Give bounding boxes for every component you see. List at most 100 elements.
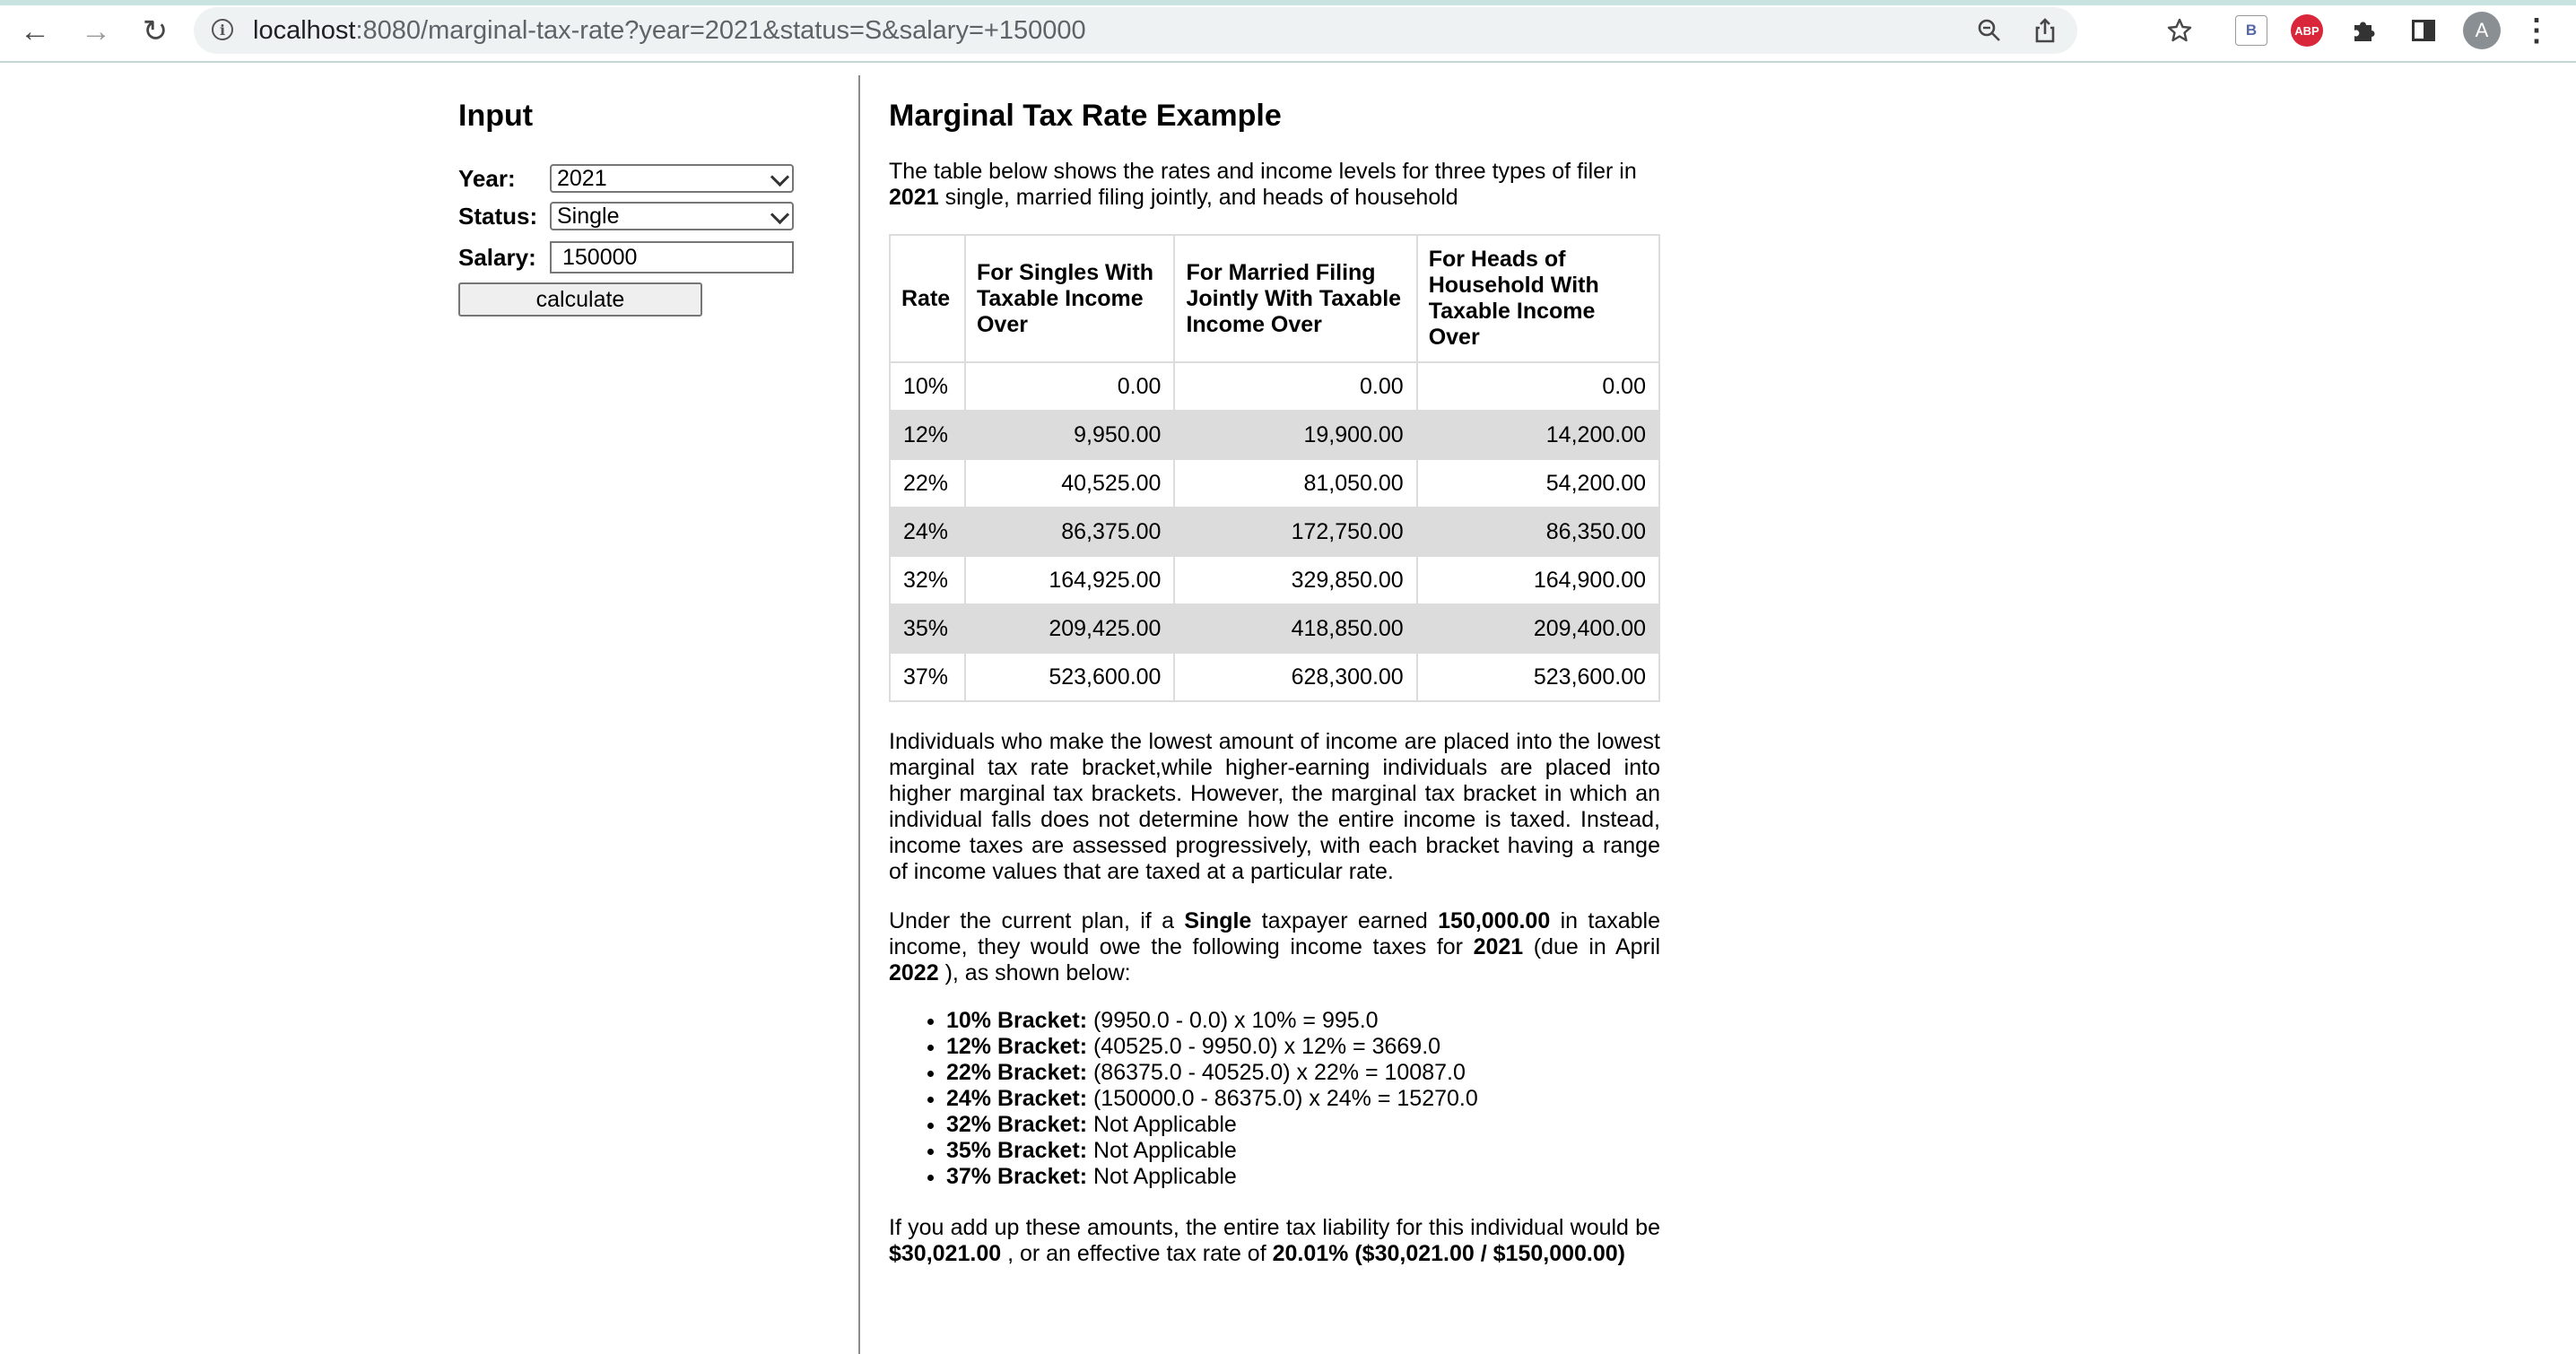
calculate-button[interactable]: calculate	[458, 282, 702, 317]
singles-cell: 164,925.00	[963, 555, 1176, 605]
example-text-1: Under the current plan, if a	[889, 908, 1185, 933]
singles-cell: 40,525.00	[963, 458, 1176, 508]
table-row: 35% 209,425.00 418,850.00 209,400.00	[889, 603, 1661, 654]
married-cell: 172,750.00	[1173, 507, 1418, 557]
example-year: 2021	[1473, 934, 1524, 959]
address-bar[interactable]: i localhost:8080/marginal-tax-rate?year=…	[194, 7, 2077, 54]
status-select-value: Single	[557, 204, 620, 229]
example-due-year: 2022	[889, 960, 939, 985]
header-heads: For Heads of Household With Taxable Inco…	[1415, 234, 1661, 363]
chevron-down-icon	[770, 167, 790, 187]
table-header-row: Rate For Singles With Taxable Income Ove…	[889, 234, 1661, 363]
effective-rate: 20.01% ($30,021.00 / $150,000.00)	[1272, 1241, 1625, 1266]
heads-cell: 86,350.00	[1415, 507, 1661, 557]
married-cell: 0.00	[1173, 361, 1418, 412]
list-item: 24% Bracket: (150000.0 - 86375.0) x 24% …	[946, 1086, 1660, 1112]
example-text-3: in taxable income, they would owe the fo…	[889, 908, 1660, 959]
share-icon[interactable]	[2031, 16, 2059, 45]
rate-cell: 12%	[889, 410, 966, 460]
list-item: 10% Bracket: (9950.0 - 0.0) x 10% = 995.…	[946, 1008, 1660, 1034]
extensions-puzzle-icon[interactable]	[2348, 13, 2380, 48]
bookmark-star-icon[interactable]	[2165, 16, 2194, 45]
forward-arrow-icon[interactable]: →	[81, 13, 111, 48]
rate-cell: 22%	[889, 458, 966, 508]
heads-cell: 0.00	[1415, 361, 1661, 412]
url-host: localhost	[253, 16, 356, 45]
bracket-calc: Not Applicable	[1087, 1138, 1237, 1163]
heads-cell: 523,600.00	[1415, 652, 1661, 702]
rate-cell: 37%	[889, 652, 966, 702]
site-info-icon[interactable]: i	[212, 19, 233, 40]
table-row: 37% 523,600.00 628,300.00 523,600.00	[889, 652, 1661, 702]
intro-pre: The table below shows the rates and inco…	[889, 159, 1637, 184]
tax-rate-table: Rate For Singles With Taxable Income Ove…	[889, 234, 1661, 702]
bracket-label: 35% Bracket:	[946, 1138, 1088, 1163]
kebab-menu-icon[interactable]: ⋮	[2521, 13, 2552, 48]
singles-cell: 9,950.00	[963, 410, 1176, 460]
singles-cell: 86,375.00	[963, 507, 1176, 557]
married-cell: 628,300.00	[1173, 652, 1418, 702]
url-text[interactable]: localhost:8080/marginal-tax-rate?year=20…	[253, 16, 1086, 45]
zoom-icon[interactable]	[1975, 16, 2004, 45]
intro-year: 2021	[889, 185, 939, 210]
adblock-icon[interactable]: ABP	[2291, 14, 2323, 47]
list-item: 37% Bracket: Not Applicable	[946, 1164, 1660, 1190]
header-singles: For Singles With Taxable Income Over	[963, 234, 1176, 363]
heads-cell: 14,200.00	[1415, 410, 1661, 460]
rate-cell: 32%	[889, 555, 966, 605]
url-path: :8080/marginal-tax-rate?year=2021&status…	[355, 16, 1086, 45]
total-amount: $30,021.00	[889, 1241, 1002, 1266]
total-text-2: , or an effective tax rate of	[1001, 1241, 1273, 1266]
salary-label: Salary:	[458, 243, 536, 271]
example-paragraph: Under the current plan, if a Single taxp…	[889, 908, 1660, 986]
bracket-list: 10% Bracket: (9950.0 - 0.0) x 10% = 995.…	[889, 1008, 1660, 1190]
header-married: For Married Filing Jointly With Taxable …	[1173, 234, 1418, 363]
singles-cell: 523,600.00	[963, 652, 1176, 702]
example-text-4: (due in April	[1523, 934, 1660, 959]
window-top-strip	[0, 0, 2576, 5]
status-select[interactable]: Single	[550, 202, 794, 230]
example-text-5: ), as shown below:	[938, 960, 1131, 985]
status-label: Status:	[458, 202, 538, 230]
status-row: Status: Single	[458, 198, 835, 234]
table-row: 12% 9,950.00 19,900.00 14,200.00	[889, 410, 1661, 460]
year-select[interactable]: 2021	[550, 164, 794, 193]
singles-cell: 0.00	[963, 361, 1176, 412]
singles-cell: 209,425.00	[963, 603, 1176, 654]
salary-input[interactable]: 150000	[550, 241, 794, 273]
main-content: Marginal Tax Rate Example The table belo…	[889, 99, 1661, 1267]
year-label: Year:	[458, 164, 516, 192]
intro-text: The table below shows the rates and inco…	[889, 159, 1660, 211]
married-cell: 81,050.00	[1173, 458, 1418, 508]
side-panel-icon[interactable]	[2407, 13, 2440, 48]
example-salary: 150,000.00	[1438, 908, 1551, 933]
bracket-calc: Not Applicable	[1087, 1112, 1237, 1137]
bracket-calc: (9950.0 - 0.0) x 10% = 995.0	[1087, 1008, 1379, 1033]
profile-avatar[interactable]: A	[2463, 12, 2501, 49]
table-row: 24% 86,375.00 172,750.00 86,350.00	[889, 507, 1661, 557]
salary-row: Salary: 150000	[458, 239, 835, 275]
back-arrow-icon[interactable]: ←	[20, 13, 50, 48]
header-rate: Rate	[889, 234, 966, 363]
bracket-label: 24% Bracket:	[946, 1086, 1088, 1111]
bracket-calc: Not Applicable	[1087, 1164, 1237, 1189]
chevron-down-icon	[770, 204, 790, 225]
example-status: Single	[1184, 908, 1252, 933]
extension-b-icon[interactable]: B	[2235, 15, 2267, 46]
table-row: 22% 40,525.00 81,050.00 54,200.00	[889, 458, 1661, 508]
bracket-label: 12% Bracket:	[946, 1034, 1088, 1059]
heads-cell: 54,200.00	[1415, 458, 1661, 508]
side-panel-frame	[2412, 20, 2435, 41]
input-panel: Input Year: 2021 Status: Single Salary: …	[458, 99, 835, 317]
married-cell: 19,900.00	[1173, 410, 1418, 460]
list-item: 35% Bracket: Not Applicable	[946, 1138, 1660, 1164]
bracket-calc: (40525.0 - 9950.0) x 12% = 3669.0	[1087, 1034, 1441, 1059]
reload-icon[interactable]: ↻	[142, 14, 169, 48]
rate-cell: 24%	[889, 507, 966, 557]
bracket-label: 32% Bracket:	[946, 1112, 1088, 1137]
heads-cell: 209,400.00	[1415, 603, 1661, 654]
heads-cell: 164,900.00	[1415, 555, 1661, 605]
table-row: 10% 0.00 0.00 0.00	[889, 361, 1661, 412]
bracket-label: 10% Bracket:	[946, 1008, 1088, 1033]
list-item: 12% Bracket: (40525.0 - 9950.0) x 12% = …	[946, 1034, 1660, 1060]
